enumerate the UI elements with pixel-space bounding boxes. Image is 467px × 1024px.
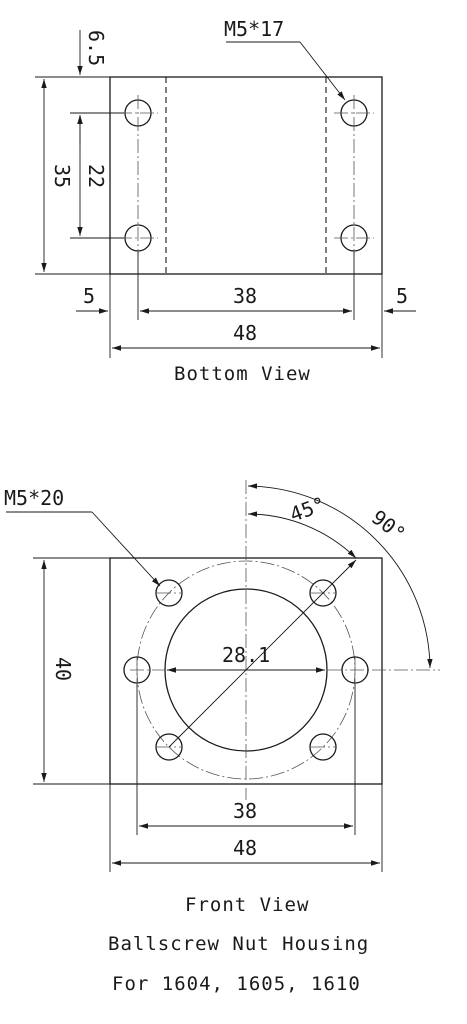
dim-hole-spacing-h-bottom: 38	[233, 284, 257, 308]
dim-overall-width-bottom: 48	[233, 321, 257, 345]
dim-right-margin: 5	[396, 284, 408, 308]
dim-hole-spacing-h-front: 38	[233, 799, 257, 823]
dim-edge-offset: 6.5	[84, 30, 108, 66]
front-hole-ul	[155, 579, 183, 607]
title-line-2: For 1604, 1605, 1610	[112, 973, 361, 995]
dim-bore-diameter: 28.1	[222, 643, 270, 667]
bottom-view-holes	[118, 95, 374, 256]
bottom-view-caption: Bottom View	[174, 363, 311, 385]
front-hole-ll	[155, 733, 183, 761]
front-hole-callout: M5*20	[4, 486, 64, 510]
dim-overall-height-front: 40	[51, 657, 75, 681]
title-block: Ballscrew Nut Housing For 1604, 1605, 16…	[108, 933, 369, 995]
front-view-caption: Front View	[185, 894, 309, 916]
title-line-1: Ballscrew Nut Housing	[108, 933, 369, 955]
bottom-hole-callout: M5*17	[224, 17, 284, 41]
front-hole-lr	[309, 733, 337, 761]
bottom-view-outline	[109, 76, 383, 275]
dim-left-margin: 5	[83, 284, 95, 308]
dim-overall-height-bottom: 35	[50, 164, 74, 188]
dim-angle-90: 90°	[367, 505, 410, 546]
dim-overall-width-front: 48	[233, 836, 257, 860]
front-view: 28.1 M5*20 45° 90° 40 38 48 Front View	[4, 480, 440, 916]
dim-angle-45: 45°	[287, 492, 329, 527]
dim-hole-spacing-v: 22	[84, 164, 108, 188]
bottom-view: M5*17 6.5 35 22 5 38 5 48 Bottom View	[35, 17, 416, 385]
